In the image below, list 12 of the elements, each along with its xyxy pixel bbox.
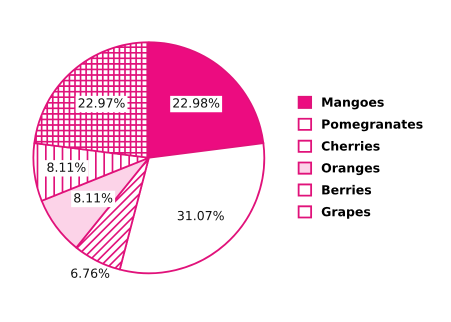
data-label: 8.11% xyxy=(74,193,112,203)
legend-label: Grapes xyxy=(322,206,370,219)
data-label: 8.11% xyxy=(47,162,86,172)
legend-label: Pomegranates xyxy=(322,119,423,132)
data-label: 22.97% xyxy=(78,98,125,108)
data-label: 6.76% xyxy=(71,268,110,278)
legend-label: Cherries xyxy=(322,141,380,151)
data-label: 22.98% xyxy=(173,98,220,108)
legend-label: Berries xyxy=(322,184,372,195)
legend-label: Mangoes xyxy=(322,98,384,110)
legend-label: Oranges xyxy=(322,163,380,176)
data-label: 31.07% xyxy=(178,210,224,220)
